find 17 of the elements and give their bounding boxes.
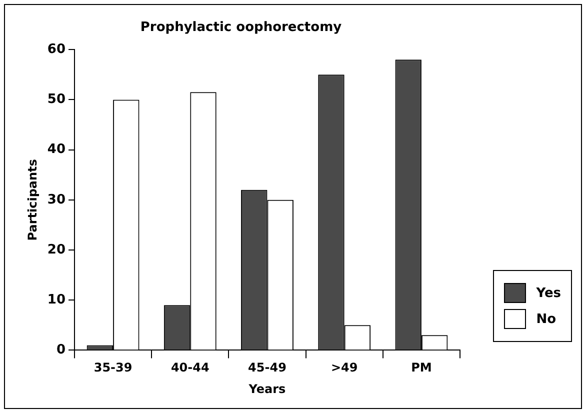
x-tick-label: 35-39 [94,360,132,375]
x-tick-label: PM [411,360,432,375]
x-tick-label: 40-44 [170,360,210,375]
text: No [536,312,556,326]
y-tick-label: 10 [47,292,66,308]
legend-label: Yes [536,286,561,300]
y-tick-label: 60 [47,42,66,57]
x-tick-label: 45-49 [248,360,286,375]
y-tick-label: 50 [47,92,66,108]
y-tick-label: 40 [47,142,66,158]
y-axis-title: Participants [25,159,40,241]
x-axis-title: Years [248,382,286,396]
y-tick-label: 30 [47,192,66,208]
chart-title: Prophylactic oophorectomy [140,20,342,36]
y-tick-label: 0 [56,342,66,358]
y-tick-label: 20 [47,242,66,258]
x-tick-label: >49 [330,360,358,375]
